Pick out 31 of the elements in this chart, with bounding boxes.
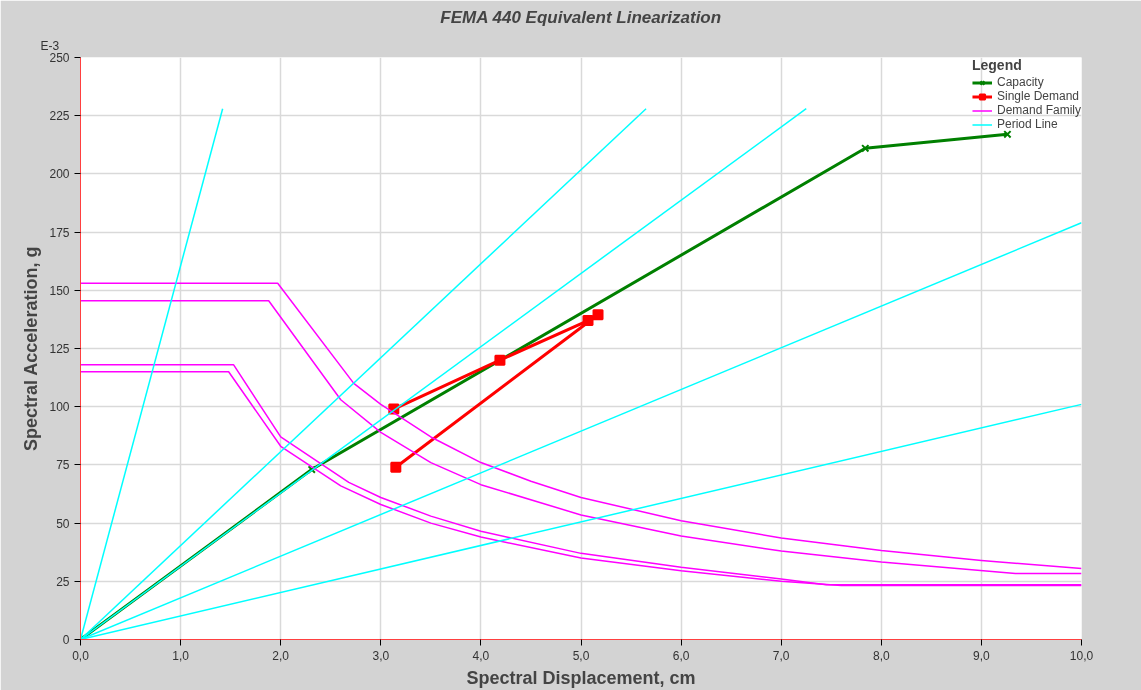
y-tick-label: 250 (49, 51, 70, 65)
x-tick-label: 5,0 (572, 648, 590, 663)
x-tick-label: 8,0 (872, 648, 890, 663)
text: E-3 (40, 38, 60, 53)
y-tick-label: 225 (49, 109, 70, 124)
y-tick-label: 25 (56, 574, 70, 589)
x-tick-label: 9,0 (973, 648, 991, 663)
y-tick-label: 200 (49, 167, 70, 182)
y-tick-label: 150 (49, 283, 70, 298)
x-axis-title: Spectral Displacement, cm (466, 667, 696, 688)
legend-label: Single Demand (996, 89, 1080, 103)
x-tick-label: 4,0 (472, 648, 490, 663)
x-tick-label: 10,0 (1069, 648, 1094, 663)
y-tick-label: 100 (49, 400, 70, 415)
y-tick-label: 50 (56, 516, 70, 531)
x-tick-label: 2,0 (272, 648, 290, 663)
x-tick-label: 3,0 (372, 648, 390, 663)
y-tick-label: 175 (49, 225, 70, 240)
legend-label: Demand Family (996, 103, 1081, 117)
x-tick-label: 6,0 (672, 648, 690, 663)
y-tick-label: 75 (56, 458, 70, 473)
legend-label: Period Line (996, 117, 1058, 131)
x-tick-label: 7,0 (772, 648, 790, 663)
legend-title: Legend (971, 57, 1023, 73)
y-tick-label: 0 (62, 633, 70, 647)
x-tick-label: 1,0 (172, 648, 190, 663)
y-tick-label: 125 (49, 342, 70, 356)
y-axis-title: Spectral Acceleration, g (21, 246, 42, 452)
x-tick-label: 0,0 (72, 648, 90, 663)
legend-label: Capacity (996, 75, 1044, 89)
chart-title: FEMA 440 Equivalent Linearization (440, 7, 722, 27)
